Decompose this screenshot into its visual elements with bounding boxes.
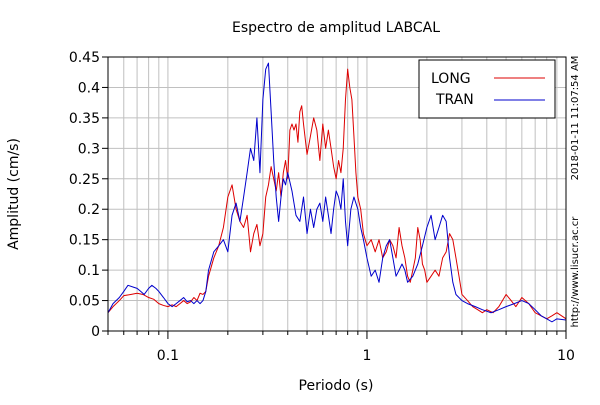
y-tick-label: 0.4: [78, 80, 100, 96]
y-tick-label: 0.3: [78, 141, 100, 157]
y-tick-label: 0.25: [69, 172, 100, 188]
chart-title: Espectro de amplitud LABCAL: [232, 20, 440, 36]
x-tick-label: 10: [557, 348, 575, 364]
series-lines: [107, 62, 567, 323]
y-tick-label: 0: [91, 324, 100, 340]
legend-label-tran: TRAN: [435, 92, 474, 108]
y-tick-label: 0.1: [78, 263, 100, 279]
website-label: http://www.lisucr.ac.cr: [570, 216, 581, 328]
series-line-long: [107, 68, 567, 320]
y-axis-label: Amplitud (cm/s): [6, 138, 22, 250]
y-tick-label: 0.35: [69, 111, 100, 127]
y-tick-label: 0.45: [69, 50, 100, 66]
timestamp-label: 2018-01-11 11:07:54 AM: [570, 56, 581, 181]
legend-box: [418, 59, 556, 119]
y-tick-label: 0.15: [69, 233, 100, 249]
grid: [107, 56, 567, 332]
legend-label-long: LONG: [431, 71, 471, 87]
series-line-tran: [107, 62, 567, 323]
x-axis-label: Periodo (s): [299, 378, 374, 394]
x-tick-label: 0.1: [157, 348, 179, 364]
y-tick-label: 0.2: [78, 202, 100, 218]
axes: 0 0.05 0.1 0.15 0.2 0.25 0.3 0.35 0.4 0.45 0.1 1 10: [69, 50, 575, 364]
x-tick-label: 1: [362, 348, 371, 364]
y-tick-label: 0.05: [69, 294, 100, 310]
plot-frame: [107, 56, 567, 332]
legend: LONG TRAN: [418, 59, 556, 119]
